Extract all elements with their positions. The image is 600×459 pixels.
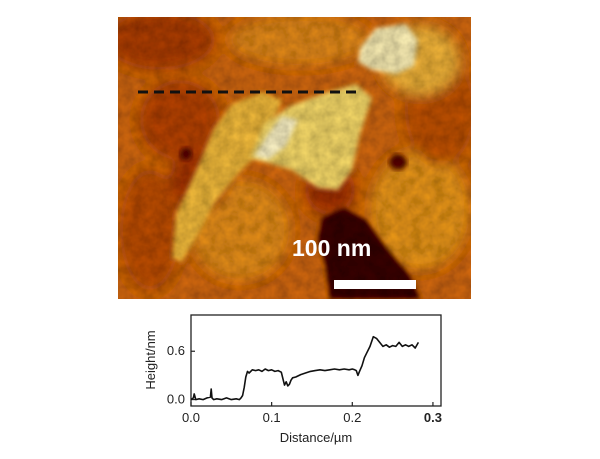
y-tick-label: 0.6 [167,343,185,358]
afm-image: 100 nm [118,17,471,299]
afm-dark-pit [318,208,420,299]
plot-frame [190,314,442,407]
height-profile-line [190,335,420,401]
x-tick-label: 0.3 [424,410,442,425]
afm-dark-spot-2 [180,147,192,161]
scale-bar [334,280,416,289]
plot-x-label: Distance/µm [280,430,353,445]
plot-y-label: Height/nm [143,330,158,389]
scale-bar-label: 100 nm [292,235,371,261]
afm-island-center [250,84,372,190]
x-tick-label: 0.0 [182,410,200,425]
x-tick-label: 0.1 [263,410,281,425]
afm-island-upper [358,24,418,74]
height-profile-plot: Height/nm Distance/µm 0.0 0.1 0.2 0.3 0.0 0.6 [143,314,442,445]
afm-dark-spot [389,154,407,170]
x-tick-label: 0.2 [343,410,361,425]
y-tick-label: 0.0 [167,392,185,407]
afm-terrace-left [172,92,282,262]
afm-island-highlight [254,116,298,160]
